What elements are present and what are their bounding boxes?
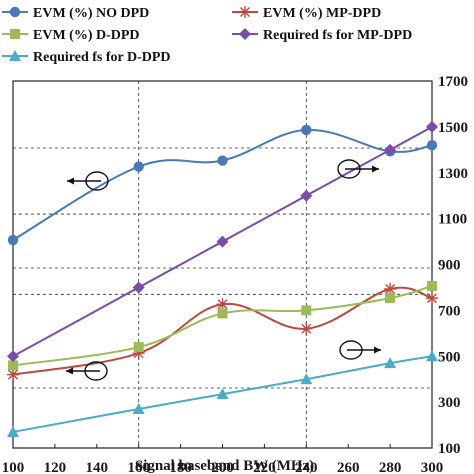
axis-pointer-annotation xyxy=(337,159,379,179)
circle-marker xyxy=(133,161,144,172)
diamond-marker xyxy=(426,120,438,133)
x-axis-ticks: 100 120 140 160 180 200 220 240 260 280 300 xyxy=(2,444,444,474)
arrow-head xyxy=(67,177,74,185)
diamond-marker xyxy=(300,189,313,202)
x-tick-label: 280 xyxy=(379,460,402,474)
legend-item: Required fs for D-DPD xyxy=(2,50,171,65)
right-axis-ticks: 100 300 500 700 900 1100 1300 1500 1700 xyxy=(438,74,468,457)
circle-marker xyxy=(426,140,438,151)
circle-marker xyxy=(217,155,228,166)
square-marker xyxy=(301,305,312,316)
triangle-marker xyxy=(384,357,397,369)
square-marker xyxy=(217,308,228,319)
legend-item: EVM (%) MP-DPD xyxy=(232,6,381,21)
x-tick-label: 300 xyxy=(421,460,444,474)
asterisk-marker xyxy=(384,282,397,295)
square-marker xyxy=(10,29,20,39)
series-layer xyxy=(7,120,438,437)
x-tick-label: 240 xyxy=(295,460,318,474)
diamond-marker xyxy=(216,235,229,248)
grid xyxy=(13,81,432,448)
axis-pointer-annotation xyxy=(66,361,108,381)
triangle-marker xyxy=(300,373,313,385)
asterisk-marker xyxy=(239,6,251,18)
square-marker xyxy=(133,342,144,353)
square-marker xyxy=(385,293,396,304)
series-diamond xyxy=(7,120,438,363)
triangle-marker xyxy=(132,403,145,415)
x-axis-title: Signal baseband BW (MHz) xyxy=(135,458,314,474)
x-tick-label: 160 xyxy=(127,460,150,474)
circle-marker xyxy=(301,124,312,136)
axis-pointer-annotation xyxy=(339,340,381,360)
circle-marker xyxy=(9,6,21,18)
diamond-marker xyxy=(384,143,397,156)
axis-pointer-annotation xyxy=(67,171,109,191)
asterisk-marker xyxy=(7,368,19,381)
diamond-marker xyxy=(7,350,19,363)
annotation-layer xyxy=(66,159,381,381)
arrow-head xyxy=(66,367,73,375)
series-triangle xyxy=(7,350,438,437)
legend-label: Required fs for MP-DPD xyxy=(263,28,412,43)
x-tick-label: 180 xyxy=(169,460,192,474)
diamond-marker xyxy=(132,281,145,294)
right-tick-label: 1100 xyxy=(438,212,467,228)
triangle-marker xyxy=(426,350,438,362)
triangle-marker xyxy=(7,425,19,437)
legend-label: EVM (%) NO DPD xyxy=(33,6,149,21)
right-tick-label: 100 xyxy=(438,441,461,457)
x-tick-label: 220 xyxy=(253,460,276,474)
legend-label: EVM (%) MP-DPD xyxy=(263,6,381,21)
x-tick-label: 120 xyxy=(44,460,67,474)
legend-label: EVM (%) D-DPD xyxy=(33,28,140,43)
right-tick-label: 700 xyxy=(438,303,461,319)
triangle-marker xyxy=(9,50,21,61)
legend: EVM (%) NO DPD EVM (%) MP-DPD EVM (%) D-DP… xyxy=(2,6,412,65)
diamond-marker xyxy=(239,28,251,40)
legend-label: Required fs for D-DPD xyxy=(33,50,171,65)
square-marker xyxy=(427,280,437,291)
square-marker xyxy=(8,360,18,371)
series-square xyxy=(8,280,437,371)
x-tick-label: 260 xyxy=(337,460,360,474)
legend-item: EVM (%) D-DPD xyxy=(2,28,140,43)
legend-item: EVM (%) NO DPD xyxy=(2,6,149,21)
right-tick-label: 1300 xyxy=(438,166,468,182)
triangle-marker xyxy=(216,388,229,400)
asterisk-marker xyxy=(216,298,229,311)
right-tick-label: 300 xyxy=(438,395,461,411)
x-tick-label: 100 xyxy=(2,460,25,474)
arrow-head xyxy=(374,346,381,354)
right-tick-label: 1500 xyxy=(438,120,468,136)
asterisk-marker xyxy=(300,322,313,335)
asterisk-marker xyxy=(426,292,438,305)
right-tick-label: 1700 xyxy=(438,74,468,90)
x-tick-label: 140 xyxy=(86,460,109,474)
right-tick-label: 500 xyxy=(438,349,461,365)
right-tick-label: 900 xyxy=(438,258,461,274)
circle-marker xyxy=(7,234,19,246)
arrow-head xyxy=(372,165,379,173)
legend-item: Required fs for MP-DPD xyxy=(232,28,412,43)
x-tick-label: 200 xyxy=(211,460,234,474)
